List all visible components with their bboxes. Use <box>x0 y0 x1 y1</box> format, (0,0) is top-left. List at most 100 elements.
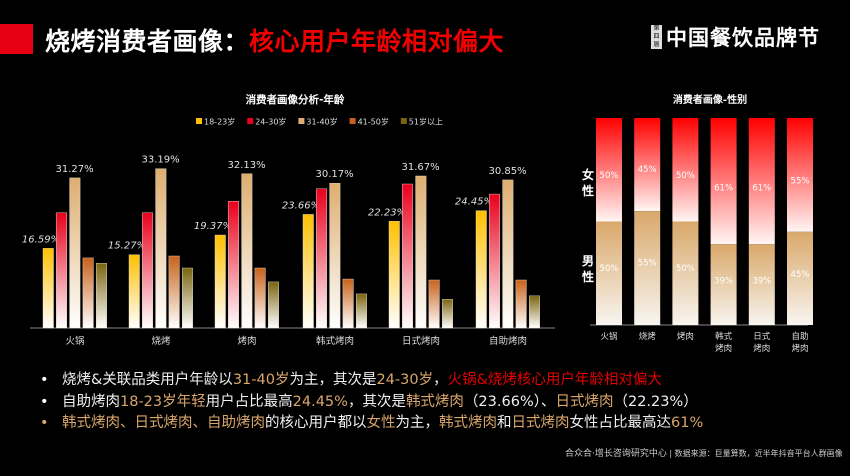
bar-24-30岁 <box>142 212 154 329</box>
bar-18-23岁 <box>128 254 140 329</box>
male-label: 55% <box>638 258 657 268</box>
bar-41-50岁 <box>515 279 527 329</box>
finding-text: 女性占比最高达 <box>569 415 672 431</box>
legend-label: 18-23岁 <box>204 117 235 127</box>
legend-swatch <box>400 118 407 124</box>
data-label: 19.37% <box>194 221 232 232</box>
bar-51岁以上 <box>95 262 107 329</box>
finding-text: 的核心用户都以 <box>265 415 367 431</box>
finding-text: 韩式烤肉 <box>405 393 464 410</box>
finding-text: 为主， <box>395 415 440 431</box>
data-label: 32.13% <box>228 160 266 171</box>
bar-female <box>710 118 737 245</box>
male-label: 50% <box>600 264 619 274</box>
finding-text: 31-40岁 <box>232 372 290 388</box>
bar-female <box>748 118 775 245</box>
bar-24-30岁 <box>489 193 500 329</box>
data-label: 24.45% <box>455 197 493 208</box>
age-bar-chart: 消费者画像分析-年龄 18-23岁 24-30岁 31-40岁 41-50岁 51岁以上 1… <box>22 93 555 347</box>
x-tick-label: 烤肉 <box>753 343 770 354</box>
x-tick-label: 烧烤 <box>639 331 657 342</box>
bar-male <box>634 211 661 325</box>
female-axis-label: 性 <box>581 183 594 198</box>
male-label: 39% <box>752 277 771 287</box>
brand-logo: 第四届 中国餐饮品牌节 <box>651 22 820 52</box>
finding-text: （23.66%）、 <box>463 393 556 410</box>
legend-swatch <box>247 118 254 124</box>
finding-text: 日式烤肉 <box>511 415 570 431</box>
x-tick-label: 烤肉 <box>237 335 256 347</box>
bar-24-30岁 <box>316 188 327 329</box>
bar-18-23岁 <box>302 214 314 329</box>
bar-female <box>787 118 813 232</box>
bar-24-30岁 <box>228 201 240 329</box>
bullet-icon: • <box>40 393 49 410</box>
title-highlight: 核心用户年龄相对偏大 <box>249 27 505 56</box>
bar-51岁以上 <box>529 295 540 329</box>
male-axis-label: 男 <box>582 254 594 268</box>
female-label: 61% <box>752 183 771 193</box>
bar-41-50岁 <box>428 279 440 329</box>
x-tick-label: 日式烤肉 <box>402 335 440 347</box>
bar-41-50岁 <box>168 255 180 329</box>
gender-stacked-chart: 消费者画像-性别 50% 50% 火锅 45% 55% 烧烤 50% 50% 烤肉 61% 39% 韩式… <box>581 93 813 354</box>
bar-31-40岁 <box>69 177 81 329</box>
finding-text: ，其次是 <box>347 393 406 410</box>
bullet-icon: • <box>40 415 49 431</box>
finding-text: ， <box>433 372 448 388</box>
bar-51岁以上 <box>268 281 279 329</box>
bar-51岁以上 <box>181 267 193 329</box>
female-label: 61% <box>714 183 733 193</box>
logo-text: 中国餐饮品牌节 <box>666 26 820 50</box>
female-label: 50% <box>676 171 695 181</box>
bar-18-23岁 <box>475 210 487 329</box>
finding-text: 和 <box>497 415 512 431</box>
finding-text: 韩式烤肉 <box>439 415 497 431</box>
bar-41-50岁 <box>342 278 354 329</box>
finding-text: 为主，其次是 <box>289 372 377 388</box>
x-tick-label: 韩式烤肉 <box>316 335 354 347</box>
data-label: 30.17% <box>316 169 354 180</box>
finding-item: • 自助烤肉18-23岁年轻用户占比最高24.45%，其次是韩式烤肉（23.66%… <box>40 392 703 414</box>
bar-male <box>710 244 737 325</box>
bar-24-30岁 <box>56 212 67 329</box>
data-label: 31.67% <box>402 162 440 173</box>
bar-51岁以上 <box>356 293 367 329</box>
finding-item: • 韩式烤肉、日式烤肉、自助烤肉的核心用户都以女性为主，韩式烤肉和日式烤肉女性占比… <box>40 413 703 435</box>
legend-label: 51岁以上 <box>409 117 443 127</box>
footer-source: | 数据来源：巨量算数，近半年抖音平台人群画像 <box>669 449 843 458</box>
male-label: 39% <box>714 277 733 287</box>
finding-text: 火锅&烧烤核心用户年龄相对偏大 <box>447 372 662 388</box>
age-chart-title: 消费者画像分析-年龄 <box>246 93 345 106</box>
finding-text: 日式烤肉 <box>555 393 614 410</box>
data-label: 16.59% <box>22 234 60 245</box>
bar-41-50岁 <box>82 257 94 329</box>
footer-org: 合众合·增长咨询研究中心 <box>565 449 667 459</box>
data-label: 33.19% <box>142 155 180 166</box>
male-axis-label: 性 <box>581 269 594 284</box>
x-tick-label: 韩式 <box>715 331 733 342</box>
bullet-icon: • <box>40 372 49 388</box>
finding-text: （22.23%） <box>613 393 698 410</box>
footer: 合众合·增长咨询研究中心 | 数据来源：巨量算数，近半年抖音平台人群画像 <box>565 446 843 459</box>
bar-31-40岁 <box>329 182 341 329</box>
title-accent-block <box>0 24 33 54</box>
bar-female <box>634 118 661 212</box>
data-label: 22.23% <box>368 207 406 218</box>
male-label: 45% <box>791 270 810 280</box>
legend-swatch <box>349 118 356 124</box>
bar-18-23岁 <box>42 248 54 329</box>
bar-31-40岁 <box>155 168 167 329</box>
finding-text: 女性 <box>366 415 396 431</box>
bar-male <box>748 244 775 325</box>
legend-label: 41-50岁 <box>358 117 389 127</box>
x-tick-label: 火锅 <box>600 331 617 342</box>
bar-male <box>596 221 622 325</box>
x-tick-label: 烧烤 <box>151 335 171 347</box>
bar-31-40岁 <box>415 175 427 329</box>
data-label: 15.27% <box>108 241 146 252</box>
legend-label: 24-30岁 <box>255 117 286 127</box>
bar-female <box>596 118 622 222</box>
female-axis-label: 女 <box>582 167 594 182</box>
data-label: 30.85% <box>489 166 527 177</box>
